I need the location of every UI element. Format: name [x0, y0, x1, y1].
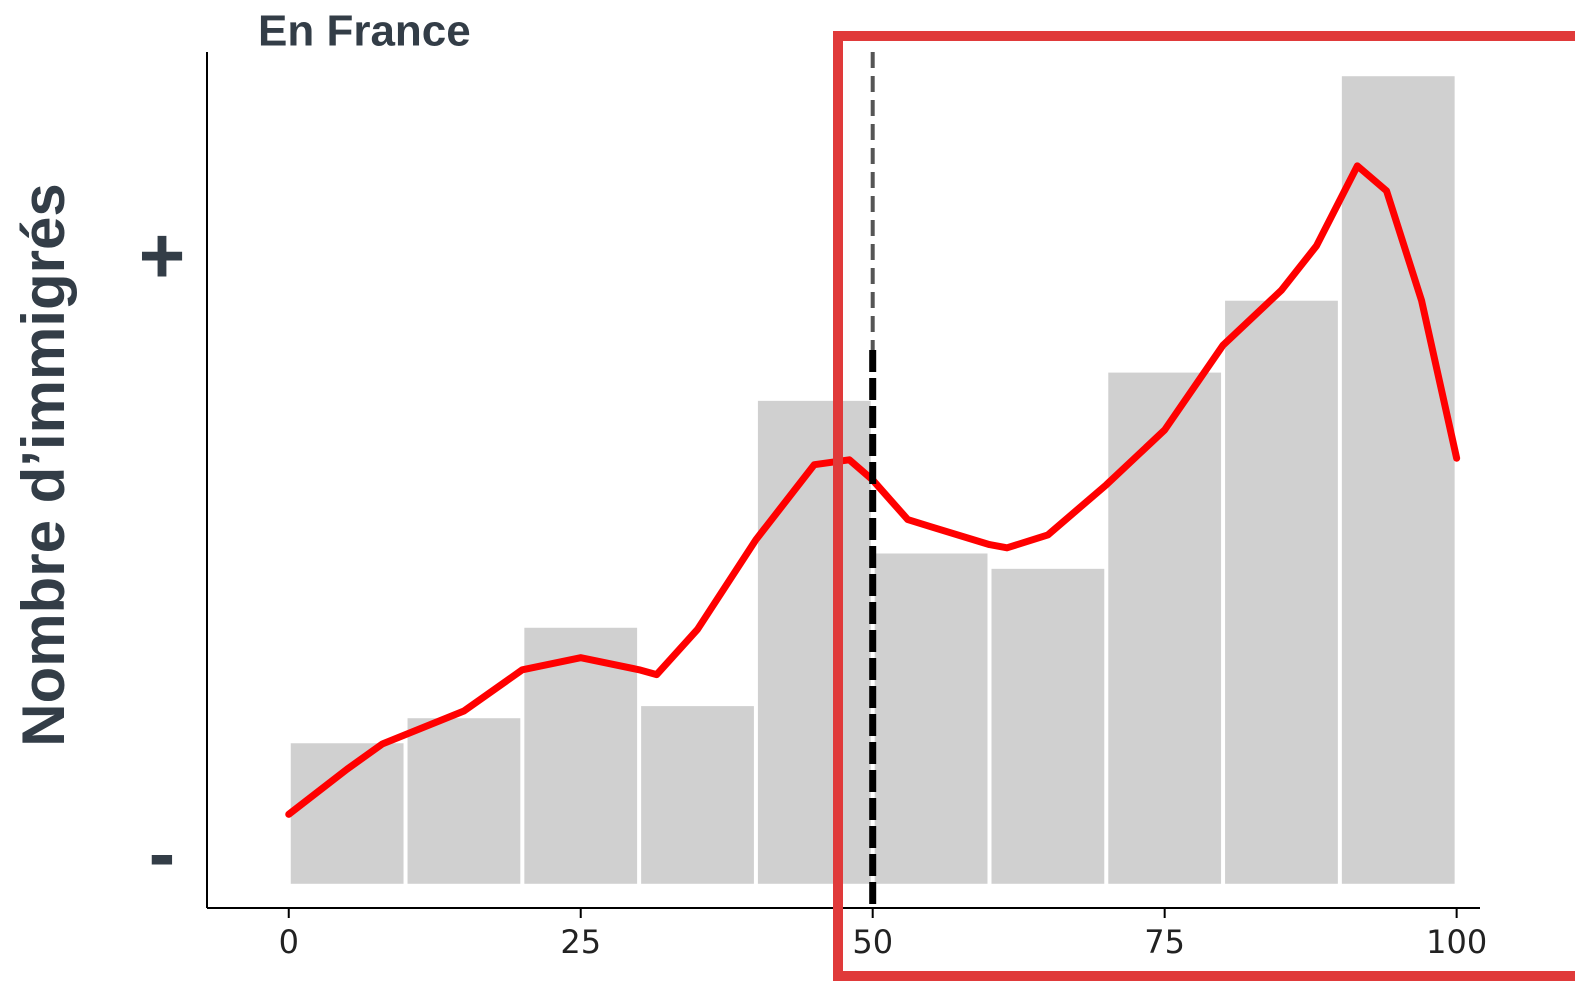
x-tick-label: 50 [852, 923, 893, 961]
bar [991, 568, 1105, 884]
chart-title: En France [258, 7, 471, 56]
bar [1341, 76, 1455, 884]
x-tick-label: 25 [560, 923, 601, 961]
bar [874, 553, 988, 884]
y-tick-label: + [139, 211, 186, 300]
y-tick-label: - [149, 809, 176, 898]
bar [407, 718, 521, 884]
highlight-frame [833, 31, 1575, 981]
x-tick-label: 75 [1144, 923, 1185, 961]
bar [1108, 372, 1222, 884]
bar [290, 743, 404, 884]
bar [524, 627, 638, 884]
bar [757, 400, 871, 884]
x-tick-label: 0 [279, 923, 299, 961]
x-tick-label: 100 [1426, 923, 1487, 961]
y-axis-label: Nombre d’immigrés [10, 183, 77, 746]
bar [641, 706, 754, 884]
bar [1225, 300, 1338, 884]
density-line [285, 162, 1461, 818]
